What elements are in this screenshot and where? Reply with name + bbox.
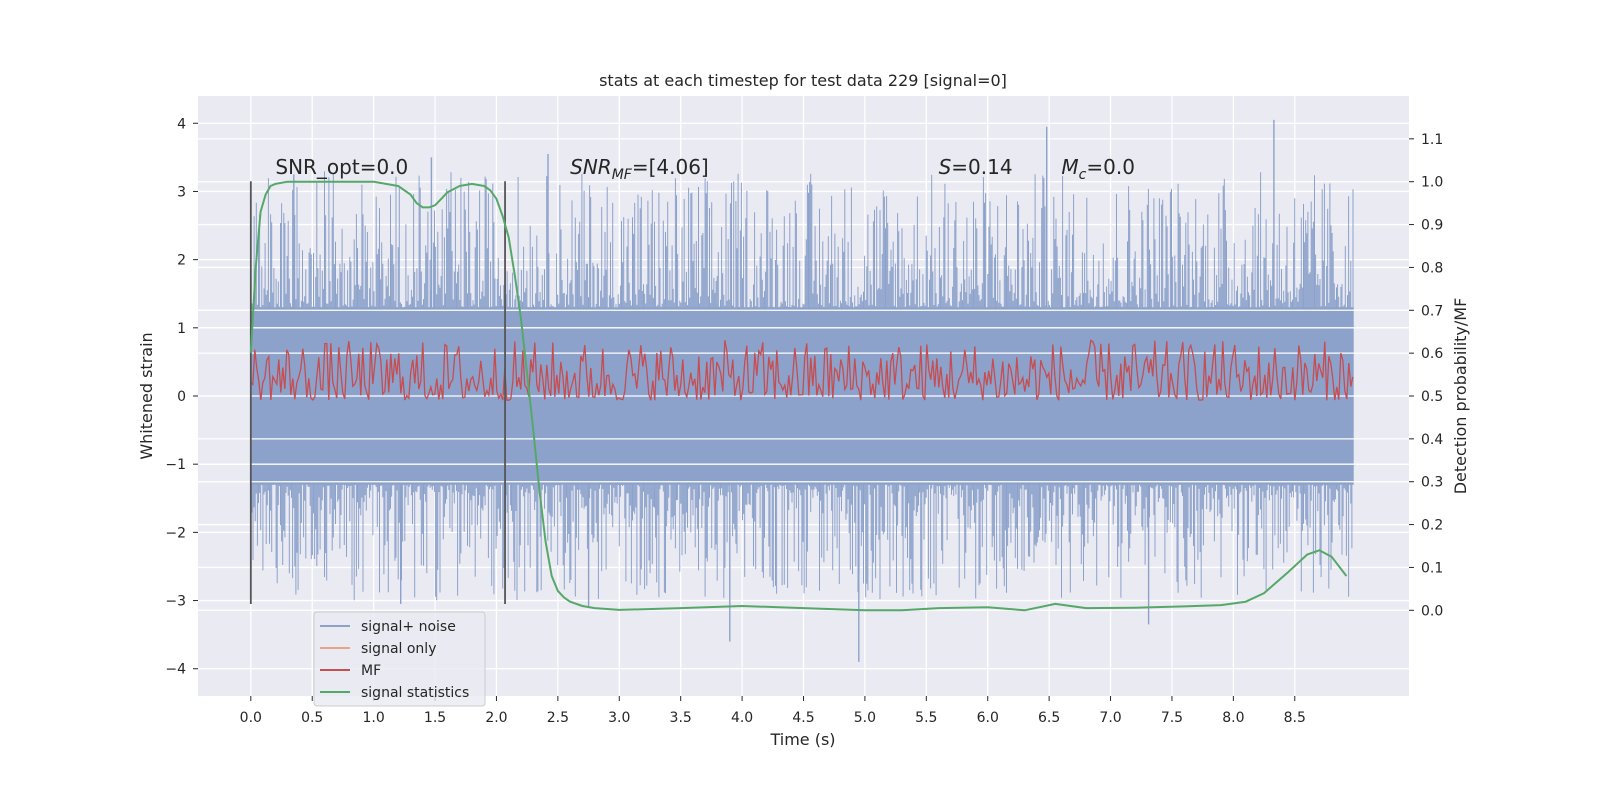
marker-lines xyxy=(249,181,506,604)
y-axis-label-left: Whitened strain xyxy=(137,332,156,459)
x-tick-label: 3.0 xyxy=(608,710,630,726)
y-tick-label-right: 0.3 xyxy=(1421,475,1443,491)
x-tick-label: 1.0 xyxy=(362,710,384,726)
y-tick-label-right: 0.0 xyxy=(1421,603,1443,619)
y-tick-label-right: 1.1 xyxy=(1421,132,1443,148)
x-tick-label: 8.5 xyxy=(1284,710,1306,726)
y-tick-label-right: 0.6 xyxy=(1421,346,1443,362)
chart-title: stats at each timestep for test data 229… xyxy=(599,71,1007,90)
x-ticks: 0.0 0.5 1.0 1.5 2.0 2.5 3.0 3.5 4.0 4.5 5.0 5.5 6.0 6… xyxy=(240,696,1306,726)
annotation-0: SNR_opt=0.0 xyxy=(275,155,408,179)
y-tick-label-right: 0.5 xyxy=(1421,389,1443,405)
x-tick-label: 7.0 xyxy=(1099,710,1121,726)
y-tick-label-left: −1 xyxy=(165,457,186,473)
x-tick-label: 5.0 xyxy=(854,710,876,726)
y-tick-label-right: 0.4 xyxy=(1421,432,1443,448)
x-tick-label: 1.5 xyxy=(424,710,446,726)
x-tick-label: 2.5 xyxy=(547,710,569,726)
legend-label-noise: signal+ noise xyxy=(361,619,456,635)
annotations: SNR_opt=0.0 SNRMF=[4.06] S=0.14 Mc=0.0 xyxy=(275,155,1135,183)
y-tick-label-left: −2 xyxy=(165,525,186,541)
y-axis-label-right: Detection probability/MF xyxy=(1451,298,1470,495)
y-ticks-left: −4 −3 −2 −1 0 1 2 3 4 xyxy=(165,116,198,678)
x-tick-label: 4.0 xyxy=(731,710,753,726)
annotation-sub: MF xyxy=(612,167,633,183)
x-tick-label: 7.5 xyxy=(1161,710,1183,726)
x-tick-label: 6.5 xyxy=(1038,710,1060,726)
legend-label-signal-only: signal only xyxy=(361,641,436,657)
annotation-rest: =0.14 xyxy=(951,155,1012,179)
x-tick-label: 2.0 xyxy=(485,710,507,726)
annotation-main: S xyxy=(939,155,952,179)
y-tick-label-right: 0.1 xyxy=(1421,560,1443,576)
x-tick-label: 0.0 xyxy=(240,710,262,726)
x-tick-label: 4.5 xyxy=(792,710,814,726)
y-tick-label-left: 4 xyxy=(177,116,186,132)
annotation-1: SNRMF=[4.06] xyxy=(570,155,709,183)
annotation-2: S=0.14 xyxy=(939,155,1013,179)
y-tick-label-left: 1 xyxy=(177,321,186,337)
legend-box xyxy=(313,611,486,707)
legend-label-mf: MF xyxy=(361,663,381,679)
legend: signal+ noise signal only MF signal stat… xyxy=(313,611,486,707)
x-tick-label: 0.5 xyxy=(301,710,323,726)
noise-extreme-spikes xyxy=(293,119,1275,662)
x-tick-label: 6.0 xyxy=(977,710,999,726)
stats-series xyxy=(249,180,1348,612)
y-tick-label-left: −4 xyxy=(165,662,186,678)
annotation-sub: c xyxy=(1079,167,1087,183)
mf-series xyxy=(250,339,1354,402)
y-tick-label-left: −3 xyxy=(165,594,186,610)
y-tick-label-right: 1.0 xyxy=(1421,175,1443,191)
x-axis-label: Time (s) xyxy=(769,730,835,749)
annotation-main: SNR xyxy=(570,155,612,179)
x-tick-label: 5.5 xyxy=(915,710,937,726)
legend-label-stats: signal statistics xyxy=(361,685,469,701)
y-tick-label-left: 2 xyxy=(177,253,186,269)
y-tick-label-left: 0 xyxy=(177,389,186,405)
annotation-rest: =[4.06] xyxy=(632,155,709,179)
x-tick-label: 3.5 xyxy=(670,710,692,726)
y-ticks-right: 0.0 0.1 0.2 0.3 0.4 0.5 0.6 0.7 0.8 0.9 1.0 1.1 xyxy=(1409,132,1443,619)
signal-statistics-line xyxy=(249,180,1348,612)
y-tick-label-right: 0.8 xyxy=(1421,260,1443,276)
annotation-rest: =0.0 xyxy=(1086,155,1135,179)
noise-series xyxy=(198,119,1409,662)
mf-line xyxy=(250,339,1354,402)
y-tick-label-right: 0.7 xyxy=(1421,303,1443,319)
y-tick-label-right: 0.2 xyxy=(1421,518,1443,534)
y-tick-label-left: 3 xyxy=(177,184,186,200)
x-tick-label: 8.0 xyxy=(1222,710,1244,726)
annotation-3: Mc=0.0 xyxy=(1061,155,1135,183)
annotation-main: M xyxy=(1061,155,1078,179)
y-tick-label-right: 0.9 xyxy=(1421,218,1443,234)
